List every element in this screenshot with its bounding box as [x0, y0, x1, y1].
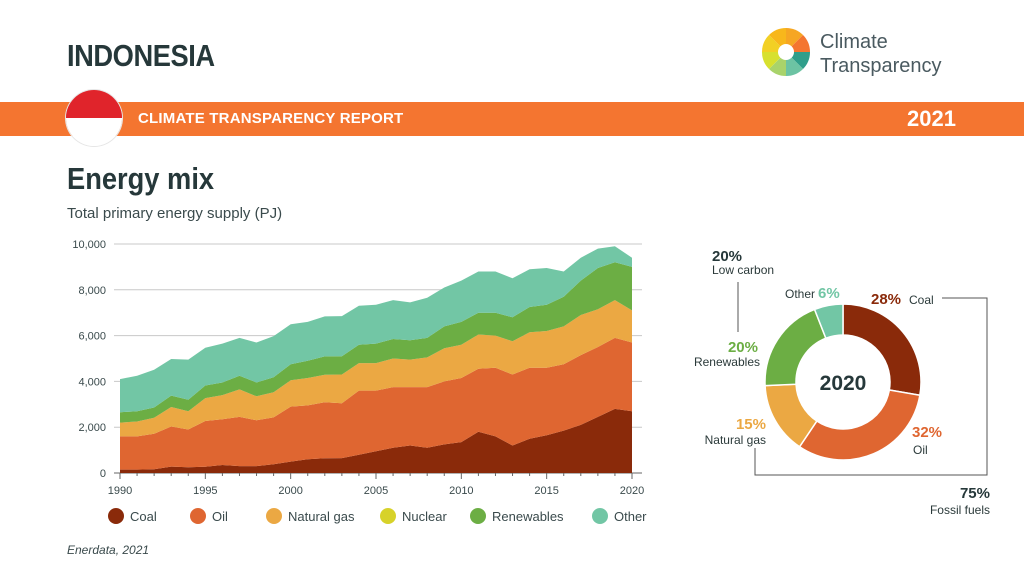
y-tick-label: 0	[100, 468, 106, 480]
legend-item-oil: Oil	[190, 508, 228, 524]
donut-slice-oil	[798, 389, 921, 461]
x-tick-label: 1995	[193, 485, 217, 497]
report-banner: CLIMATE TRANSPARENCY REPORT 2021	[0, 102, 1024, 136]
slice-percent-other: 6%	[818, 285, 840, 302]
slice-name-renewables: Renewables	[694, 355, 760, 369]
legend-swatch	[592, 508, 608, 524]
slice-name-coal: Coal	[909, 293, 934, 307]
climate-transparency-logo: Climate Transparency	[760, 24, 970, 84]
y-tick-label: 4,000	[78, 376, 106, 388]
donut-slice-other	[813, 303, 844, 340]
legend-swatch	[470, 508, 486, 524]
area-series-coal	[120, 408, 632, 473]
y-tick-label: 2,000	[78, 422, 106, 434]
legend-swatch	[108, 508, 124, 524]
area-series-other	[120, 246, 632, 413]
group-name-low-carbon: Low carbon	[712, 263, 774, 277]
banner-title: CLIMATE TRANSPARENCY REPORT	[138, 110, 404, 127]
x-tick-label: 2020	[620, 485, 644, 497]
logo-sunburst-icon	[761, 27, 811, 77]
legend-label: Renewables	[492, 508, 564, 524]
slice-name-other: Other	[785, 287, 815, 301]
group-percent-fossil-fuels: 75%	[960, 485, 990, 502]
area-series-renewables	[120, 262, 632, 423]
group-percent-low-carbon: 20%	[712, 248, 742, 265]
fossil-fuels-bracket-line	[754, 297, 988, 476]
legend-label: Coal	[130, 508, 157, 524]
legend-item-coal: Coal	[108, 508, 157, 524]
y-tick-label: 10,000	[72, 239, 106, 251]
group-name-fossil-fuels: Fossil fuels	[930, 503, 990, 517]
legend-swatch	[266, 508, 282, 524]
legend-label: Natural gas	[288, 508, 355, 524]
legend-label: Nuclear	[402, 508, 447, 524]
slice-percent-renewables: 20%	[728, 339, 758, 356]
banner-year: 2021	[907, 106, 956, 131]
indonesia-flag-icon	[66, 90, 122, 146]
slice-name-natural-gas: Natural gas	[705, 433, 766, 447]
area-series-oil	[120, 337, 632, 470]
source-note: Enerdata, 2021	[67, 543, 150, 557]
page-title: INDONESIA	[67, 38, 215, 73]
x-tick-label: 2000	[278, 485, 302, 497]
energy-supply-area-chart: 0 2,000 4,000 6,000 8,000 10,000 1990 1995 2000 2…	[72, 239, 644, 497]
slice-percent-coal: 28%	[871, 291, 901, 308]
legend-label: Other	[614, 508, 647, 524]
logo-text-line2: Transparency	[820, 55, 942, 77]
section-title: Energy mix	[67, 161, 215, 196]
legend-item-other: Other	[592, 508, 647, 524]
y-tick-label: 6,000	[78, 331, 106, 343]
y-tick-label: 8,000	[78, 285, 106, 297]
legend-swatch	[380, 508, 396, 524]
slice-name-oil: Oil	[913, 443, 928, 457]
legend-item-natural-gas: Natural gas	[266, 508, 354, 524]
legend-swatch	[190, 508, 206, 524]
legend-item-renewables: Renewables	[470, 508, 564, 524]
area-series-natural-gas	[120, 300, 632, 437]
slice-percent-natural-gas: 15%	[736, 416, 766, 433]
x-tick-label: 2010	[449, 485, 473, 497]
donut-slice-renewables	[764, 308, 827, 387]
legend-label: Oil	[212, 508, 228, 524]
x-tick-label: 1990	[108, 485, 132, 497]
chart-subtitle: Total primary energy supply (PJ)	[67, 205, 283, 222]
logo-text-line1: Climate	[820, 31, 888, 53]
donut-center-label: 2020	[820, 372, 867, 395]
slice-percent-oil: 32%	[912, 424, 942, 441]
legend-item-nuclear: Nuclear	[380, 508, 447, 524]
x-tick-label: 2015	[534, 485, 558, 497]
x-tick-label: 2005	[364, 485, 388, 497]
